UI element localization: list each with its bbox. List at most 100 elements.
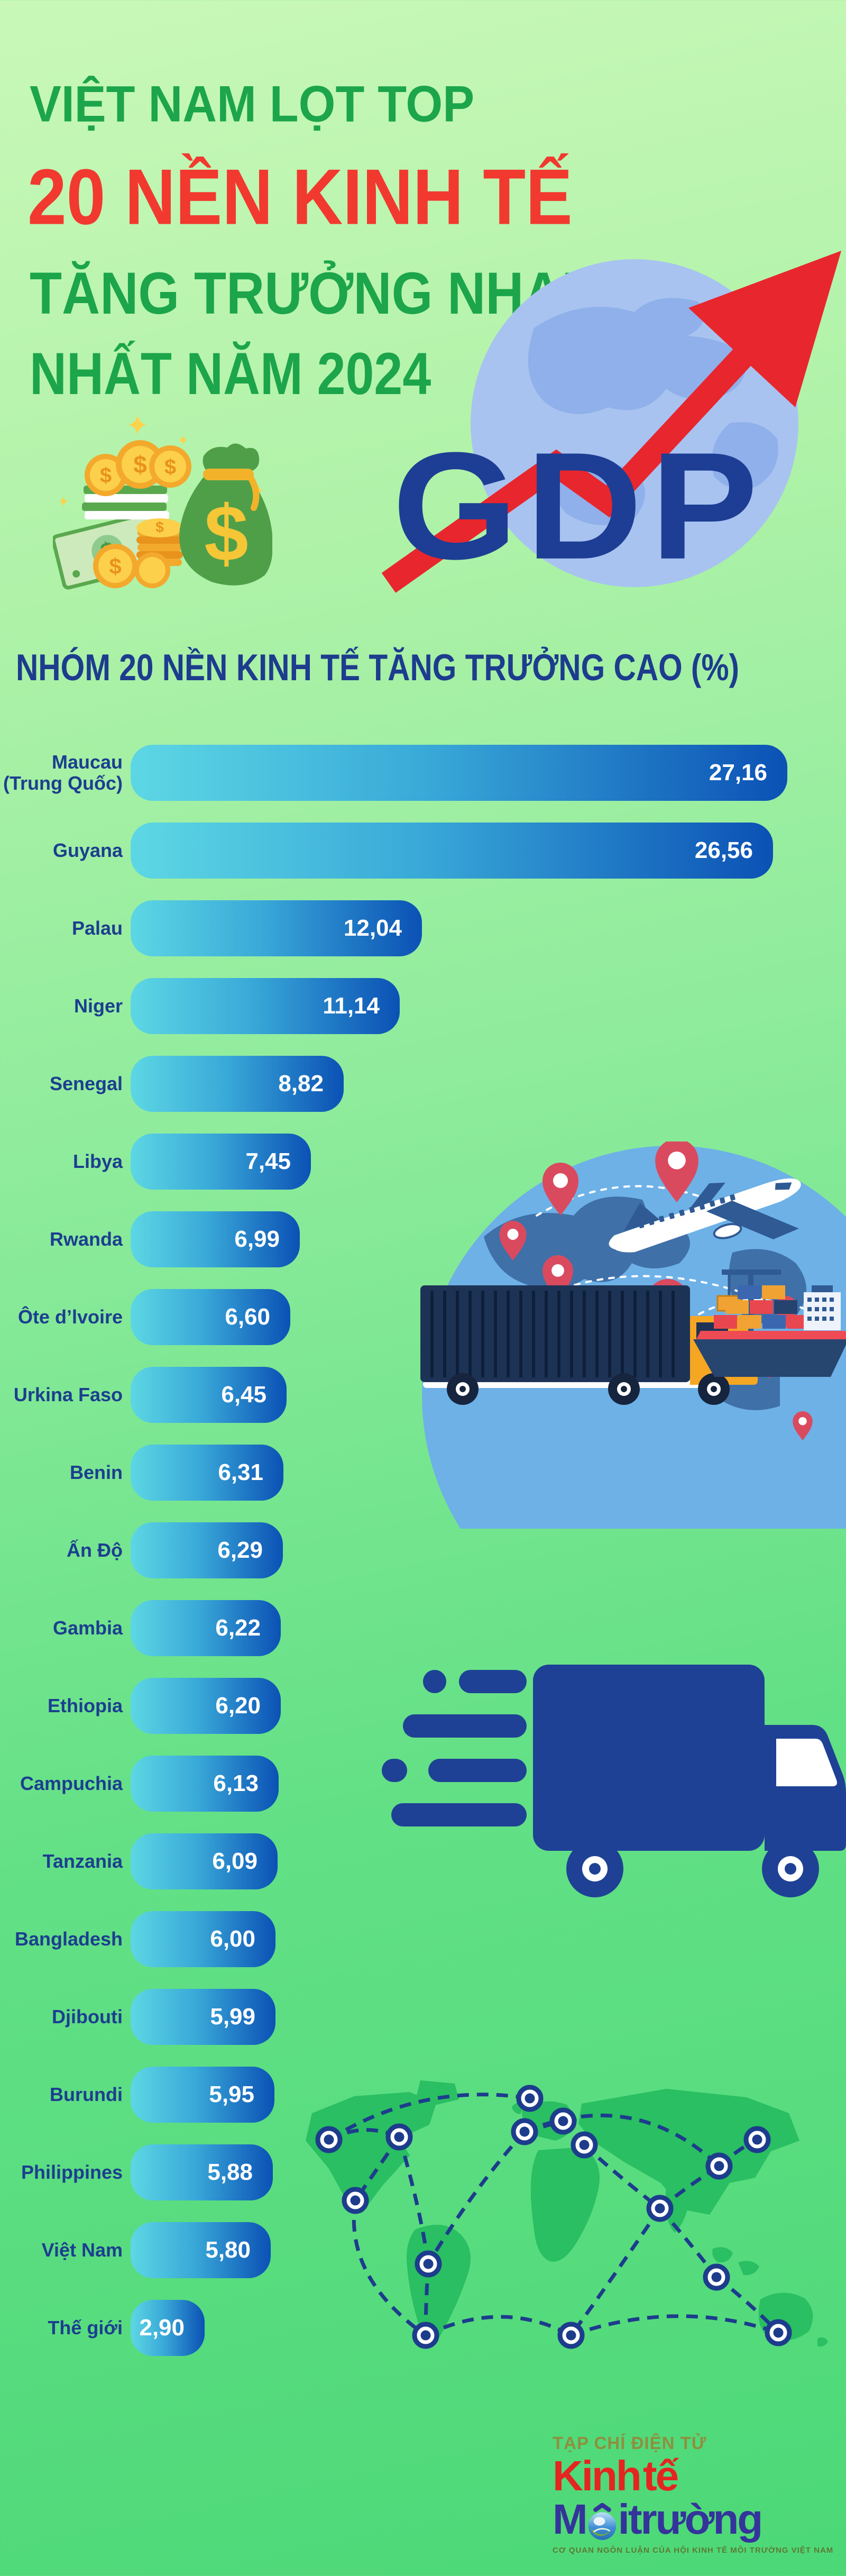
chart-row: Campuchia 6,13 [0, 1756, 846, 1812]
row-value: 5,88 [207, 2159, 253, 2185]
row-bar: 6,99 [131, 1211, 300, 1267]
row-bar: 6,29 [131, 1522, 283, 1578]
row-bar: 6,31 [131, 1445, 283, 1501]
truck-box [533, 1665, 765, 1851]
row-bar: 5,95 [131, 2067, 274, 2123]
chart-row: Việt Nam 5,80 [0, 2222, 846, 2278]
world-map-illustration [306, 2080, 828, 2349]
svg-text:$: $ [155, 519, 164, 535]
windshield [776, 1739, 837, 1786]
row-bar: 5,99 [131, 1989, 275, 2045]
row-value: 27,16 [709, 760, 767, 785]
logo-brand-line2-prefix: M [553, 2495, 588, 2543]
row-value: 26,56 [694, 837, 753, 863]
bar-chart: Maucau (Trung Quốc) 27,16 Guyana 26,56 P… [0, 745, 846, 2378]
chart-row: Thế giới 2,90 [0, 2300, 846, 2356]
row-value: 8,82 [278, 1071, 324, 1097]
logistics-illustration [420, 1141, 846, 1529]
svg-text:$: $ [204, 489, 248, 578]
speed-line-icon [382, 1670, 527, 1826]
chart-row: Urkina Faso 6,45 [0, 1367, 846, 1423]
title-line-4: NHẤT NĂM 2024 [30, 340, 431, 407]
chart-row: Bangladesh 6,00 [0, 1911, 846, 1967]
title-line-2: 20 NỀN KINH TẾ [27, 153, 573, 241]
row-bar: 12,04 [131, 900, 422, 956]
logo-tagline-top: TẠP CHÍ ĐIỆN TỬ [553, 2433, 707, 2453]
money-bag-icon: $ [179, 443, 272, 586]
container-truck-icon [420, 1285, 758, 1405]
wheel-icon [447, 1373, 730, 1405]
airplane-icon [609, 1178, 801, 1253]
row-label: Campuchia [20, 1772, 123, 1794]
chart-title: NHÓM 20 NỀN KINH TẾ TĂNG TRƯỞNG CAO (%) [16, 647, 740, 689]
row-value: 6,22 [215, 1615, 261, 1641]
row-value: 5,80 [205, 2237, 251, 2263]
row-value: 6,45 [221, 1382, 266, 1408]
chart-row: Ấn Độ 6,29 [0, 1522, 846, 1578]
gdp-label: GDP [392, 421, 767, 591]
gdp-globe-illustration [381, 251, 842, 593]
row-label: Rwanda [49, 1228, 123, 1250]
chart-row: Gambia 6,22 [0, 1600, 846, 1656]
svg-text:$: $ [100, 464, 112, 487]
row-value: 12,04 [343, 915, 402, 941]
logo-brand-line1: Kinh tế [553, 2452, 679, 2499]
row-bar: 6,45 [131, 1367, 287, 1423]
chart-row: Benin 6,31 [0, 1445, 846, 1501]
logo-brand-line2: M itrường [553, 2495, 806, 2543]
row-value: 6,00 [210, 1926, 255, 1952]
svg-text:$: $ [133, 451, 147, 478]
delivery-truck-illustration [382, 1665, 846, 1897]
row-value: 6,29 [217, 1537, 263, 1563]
chart-row: Maucau (Trung Quốc) 27,16 [0, 745, 846, 801]
row-value: 2,90 [139, 2315, 185, 2341]
title-line-1: VIỆT NAM LỌT TOP [30, 75, 475, 133]
row-bar: 6,60 [131, 1289, 290, 1345]
publisher-logo: TẠP CHÍ ĐIỆN TỬ Kinh tế M itrường CƠ QUA… [553, 2433, 834, 2555]
chart-row: Niger 11,14 [0, 978, 846, 1034]
chart-row: Ethiopia 6,20 [0, 1678, 846, 1734]
cargo-ship-icon [693, 1285, 846, 1377]
row-label: Ôte d’lvoire [17, 1305, 123, 1328]
row-value: 5,95 [209, 2081, 254, 2107]
logo-brand-line2-suffix: itrường [618, 2495, 764, 2543]
row-label: Urkina Faso [13, 1383, 123, 1405]
row-value: 6,31 [218, 1459, 263, 1485]
row-label: Philippines [21, 2161, 123, 2183]
row-bar: 7,45 [131, 1134, 311, 1190]
chart-row: Philippines 5,88 [0, 2144, 846, 2200]
svg-text:$: $ [164, 455, 176, 479]
row-label: Ethiopia [48, 1694, 123, 1716]
row-label: Burundi [50, 2083, 123, 2105]
row-value: 6,13 [213, 1770, 259, 1796]
row-label: Senegal [49, 1072, 123, 1094]
row-label: Guyana [52, 839, 123, 861]
row-bar: 6,20 [131, 1678, 281, 1734]
row-label: Ấn Độ [67, 1539, 123, 1561]
row-label: Việt Nam [41, 2239, 123, 2261]
svg-text:$: $ [109, 554, 121, 579]
logo-tagline-bottom: CƠ QUAN NGÔN LUẬN CỦA HỘI KINH TẾ MÔI TR… [553, 2546, 834, 2555]
chart-row: Ôte d’lvoire 6,60 [0, 1289, 846, 1345]
row-label: Tanzania [42, 1850, 123, 1872]
network-node-icon [315, 2085, 792, 2349]
money-illustration: $ $ $ $ $ $ $ [53, 415, 272, 590]
row-bar: 6,13 [131, 1756, 279, 1812]
row-bar: 27,16 [131, 745, 787, 801]
chart-row: Burundi 5,95 [0, 2067, 846, 2123]
row-label: Maucau (Trung Quốc) [3, 751, 123, 794]
row-value: 5,99 [210, 2004, 255, 2030]
coin-icon: $ [93, 544, 170, 588]
row-label: Niger [73, 994, 123, 1017]
row-bar: 8,82 [131, 1056, 344, 1112]
row-bar: 5,88 [131, 2144, 273, 2200]
chart-row: Senegal 8,82 [0, 1056, 846, 1112]
wheel-icon [566, 1840, 819, 1897]
row-value: 6,60 [225, 1304, 270, 1330]
brand-globe-icon [587, 2503, 618, 2541]
row-label: Libya [72, 1150, 123, 1172]
row-label: Bangladesh [14, 1928, 123, 1950]
row-bar: 6,22 [131, 1600, 281, 1656]
row-bar: 5,80 [131, 2222, 271, 2278]
